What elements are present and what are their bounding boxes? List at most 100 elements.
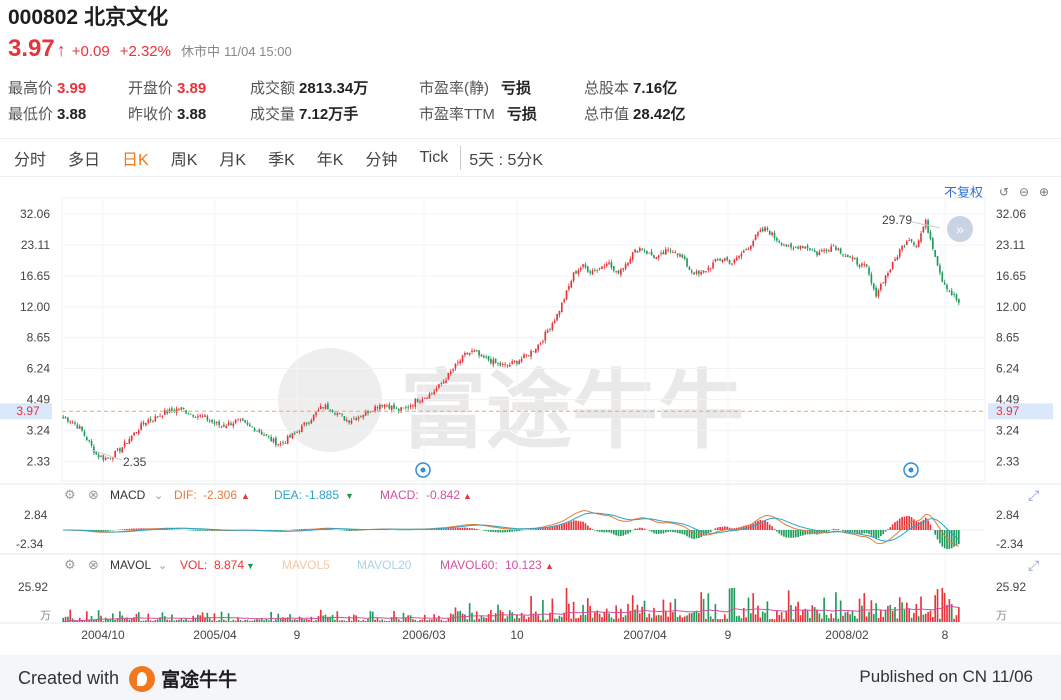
candle-body xyxy=(676,253,679,256)
candle-body xyxy=(324,404,327,409)
scroll-right-button[interactable]: » xyxy=(947,216,973,242)
volume-bar xyxy=(438,615,440,622)
macd-bar xyxy=(842,530,844,531)
candle-body xyxy=(865,264,868,267)
candle-body xyxy=(133,432,135,436)
volume-bar xyxy=(865,616,868,622)
info-icon[interactable] xyxy=(903,462,919,478)
volume-bar xyxy=(539,620,542,622)
candle-body xyxy=(816,251,818,256)
volume-bar xyxy=(511,612,514,622)
expand-icon[interactable]: ⤢ xyxy=(1028,487,1039,503)
tab-multi-day[interactable]: 多日 xyxy=(68,152,101,169)
macd-bar xyxy=(943,530,946,549)
tab-intraday[interactable]: 分时 xyxy=(14,152,47,169)
volume-bar xyxy=(532,614,535,622)
current-price-tag-left xyxy=(0,403,52,420)
candle-body xyxy=(312,414,315,421)
expand-icon[interactable]: ⤢ xyxy=(1028,557,1039,573)
volume-bar xyxy=(518,618,521,622)
zoom-out-icon[interactable]: ⊖ xyxy=(1018,184,1030,199)
divider xyxy=(0,176,1061,177)
volume-bar xyxy=(485,617,488,622)
volume-bar xyxy=(648,613,651,622)
macd-bar xyxy=(490,530,492,533)
macd-bar xyxy=(601,530,603,533)
tab-tick[interactable]: Tick xyxy=(419,149,449,166)
volume-bar xyxy=(104,617,107,622)
tab-yearly-k[interactable]: 年K xyxy=(316,152,344,169)
volume-bar xyxy=(81,620,83,622)
kline-chart[interactable]: 富途牛牛 32.06 23.11 16.65 12.00 8.65 6.24 4.49 3.2… xyxy=(0,178,1061,654)
candle-body xyxy=(936,255,939,266)
macd-bar xyxy=(539,528,542,530)
chevron-down-icon[interactable]: ⌄ xyxy=(158,560,167,572)
candle-body xyxy=(100,455,102,457)
tab-quarterly-k[interactable]: 季K xyxy=(268,152,295,169)
volume-bar xyxy=(95,619,98,622)
volume-bar xyxy=(693,611,695,622)
candle-body xyxy=(331,410,334,412)
volume-bar xyxy=(797,601,799,622)
candle-body xyxy=(842,254,844,256)
y-tick-label: 3.24 xyxy=(27,423,51,437)
macd-bar xyxy=(832,528,835,530)
volume-bar xyxy=(549,612,551,622)
candle-body xyxy=(783,244,785,246)
zoom-in-icon[interactable]: ⊕ xyxy=(1038,184,1050,199)
candle-body xyxy=(778,240,781,243)
settings-icon[interactable]: ⚙ xyxy=(64,557,76,572)
macd-bar xyxy=(208,530,211,531)
tab-monthly-k[interactable]: 月K xyxy=(219,152,247,169)
volume-bar xyxy=(794,606,797,622)
candle-body xyxy=(400,407,402,411)
volume-bar xyxy=(560,616,563,622)
macd-bar xyxy=(861,530,863,534)
tab-weekly-k[interactable]: 周K xyxy=(170,152,198,169)
chevron-down-icon[interactable]: ⌄ xyxy=(154,490,163,502)
volume-bar xyxy=(655,615,658,622)
candle-body xyxy=(104,458,107,460)
volume-bar xyxy=(856,618,859,622)
macd-bar xyxy=(889,527,892,530)
tab-five-day[interactable]: 5天 : 5分K xyxy=(460,146,543,170)
macd-bar xyxy=(724,526,726,530)
current-price-label-right: 3.97 xyxy=(996,404,1020,418)
arrow-up-icon: ▲ xyxy=(241,491,250,501)
volume-bar xyxy=(778,615,781,622)
tab-daily-k[interactable]: 日K xyxy=(122,152,149,169)
volume-bar xyxy=(726,618,729,622)
macd-bar xyxy=(104,530,107,532)
macd-bar xyxy=(679,530,681,534)
macd-bar xyxy=(293,529,296,530)
volume-bar xyxy=(123,618,126,622)
volume-bar xyxy=(891,611,894,622)
volume-bar xyxy=(331,614,334,622)
scroll-right-circle[interactable] xyxy=(947,216,973,242)
close-icon[interactable]: ⊗ xyxy=(88,487,99,502)
macd-indicator-name[interactable]: MACD xyxy=(110,488,146,502)
volume-bar xyxy=(943,592,946,622)
info-icon[interactable] xyxy=(415,462,431,478)
stat-high: 最高价 3.99 xyxy=(8,80,87,97)
y-tick-label-right: 6.24 xyxy=(996,362,1020,376)
volume-bar xyxy=(556,618,558,622)
candle-body xyxy=(348,420,350,423)
undo-icon[interactable]: ↺ xyxy=(998,184,1010,199)
adjust-dropdown[interactable]: 不复权 xyxy=(943,185,983,200)
candle-body xyxy=(882,282,885,284)
candle-body xyxy=(310,420,313,424)
tab-minute[interactable]: 分钟 xyxy=(365,152,398,169)
candle-body xyxy=(943,282,946,285)
candle-body xyxy=(835,246,837,251)
close-icon[interactable]: ⊗ xyxy=(88,557,99,572)
mavol-indicator-name[interactable]: MAVOL xyxy=(110,558,151,572)
arrow-right-icon[interactable]: » xyxy=(956,221,964,237)
candle-body xyxy=(802,246,804,249)
event-marker[interactable] xyxy=(415,462,431,478)
settings-icon[interactable]: ⚙ xyxy=(64,487,76,502)
macd-bar xyxy=(303,528,306,530)
candle-body xyxy=(655,257,658,259)
event-marker[interactable] xyxy=(903,462,919,478)
candle-body xyxy=(388,404,391,409)
